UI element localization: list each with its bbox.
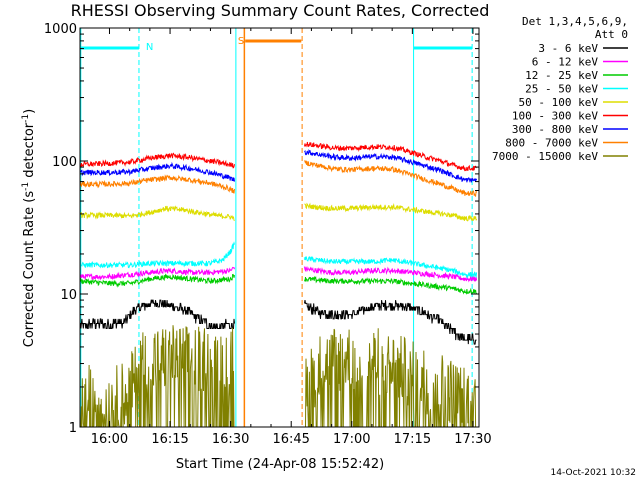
series-0 xyxy=(79,299,477,345)
legend-label-6: 300 - 800 keV xyxy=(512,123,598,136)
series-line-3-seg0 xyxy=(79,241,235,269)
series-1 xyxy=(79,266,478,283)
plot-area: NS xyxy=(79,28,478,428)
x-tick-label-3: 16:45 xyxy=(272,432,309,447)
x-tick-label-5: 17:15 xyxy=(394,432,431,447)
series-line-0-seg0 xyxy=(79,299,235,329)
series-6 xyxy=(80,148,478,183)
series-4 xyxy=(80,202,478,222)
series-line-4-seg1 xyxy=(304,202,478,222)
y-label-part-a: Corrected Count Rate (s xyxy=(22,191,37,348)
series-2 xyxy=(79,273,477,295)
series-line-5-seg1 xyxy=(304,141,477,172)
series-line-8-seg1 xyxy=(304,328,477,428)
series-7 xyxy=(79,160,478,198)
series-line-0-seg1 xyxy=(304,300,477,345)
legend-label-1: 6 - 12 keV xyxy=(532,56,599,69)
legend-label-7: 800 - 7000 keV xyxy=(505,137,598,150)
night-label-n: N xyxy=(146,42,153,53)
legend-label-2: 12 - 25 keV xyxy=(525,69,598,82)
legend-label-3: 25 - 50 keV xyxy=(525,83,598,96)
x-tick-label-6: 17:30 xyxy=(454,432,491,447)
series-line-6-seg1 xyxy=(304,148,478,183)
series-line-3-seg1 xyxy=(304,255,478,280)
series-line-7-seg0 xyxy=(79,174,235,194)
y-label-part-b: detector xyxy=(22,122,37,182)
legend-label-8: 7000 - 15000 keV xyxy=(492,150,598,163)
y-tick-label-2: 100 xyxy=(52,155,77,170)
y-tick-label-1: 10 xyxy=(60,288,77,303)
y-tick-label-0: 1 xyxy=(69,421,77,436)
legend-label-4: 50 - 100 keV xyxy=(519,96,599,109)
series-5 xyxy=(80,141,477,172)
x-tick-label-1: 16:15 xyxy=(151,432,188,447)
chart-title: RHESSI Observing Summary Count Rates, Co… xyxy=(71,1,490,20)
y-label-part-c: ) xyxy=(22,109,37,114)
x-tick-label-2: 16:30 xyxy=(212,432,249,447)
legend-header-2: Att 0 xyxy=(595,28,628,41)
footer-timestamp: 14-Oct-2021 10:32 xyxy=(551,468,636,478)
legend-label-5: 100 - 300 keV xyxy=(512,110,598,123)
series-3 xyxy=(79,241,478,280)
saa-label-s: S xyxy=(238,36,244,47)
y-label-sup1: -1 xyxy=(21,182,31,191)
y-label-sup2: -1 xyxy=(21,114,31,123)
y-tick-label-3: 1000 xyxy=(44,22,77,37)
series-line-1-seg1 xyxy=(304,266,478,283)
series-line-2-seg1 xyxy=(304,275,477,295)
axes: 16:00 16:15 16:30 16:45 17:00 17:15 17:30 1 10 10… xyxy=(44,22,492,447)
series-line-4-seg0 xyxy=(80,205,235,222)
legend-label-0: 3 - 6 keV xyxy=(538,42,598,55)
x-tick-label-0: 16:00 xyxy=(91,432,128,447)
series-line-2-seg0 xyxy=(79,273,235,288)
plot-frame xyxy=(79,27,480,428)
series-line-7-seg1 xyxy=(304,160,478,198)
y-axis-label: Corrected Count Rate (s-1 detector-1) xyxy=(21,109,37,347)
series-line-1-seg0 xyxy=(79,266,235,281)
x-tick-label-4: 17:00 xyxy=(333,432,370,447)
series-line-5-seg0 xyxy=(80,152,235,169)
legend-header-1: Det 1,3,4,5,6,9, xyxy=(522,15,628,28)
series-line-6-seg0 xyxy=(80,161,235,182)
x-axis-label: Start Time (24-Apr-08 15:52:42) xyxy=(176,457,384,472)
